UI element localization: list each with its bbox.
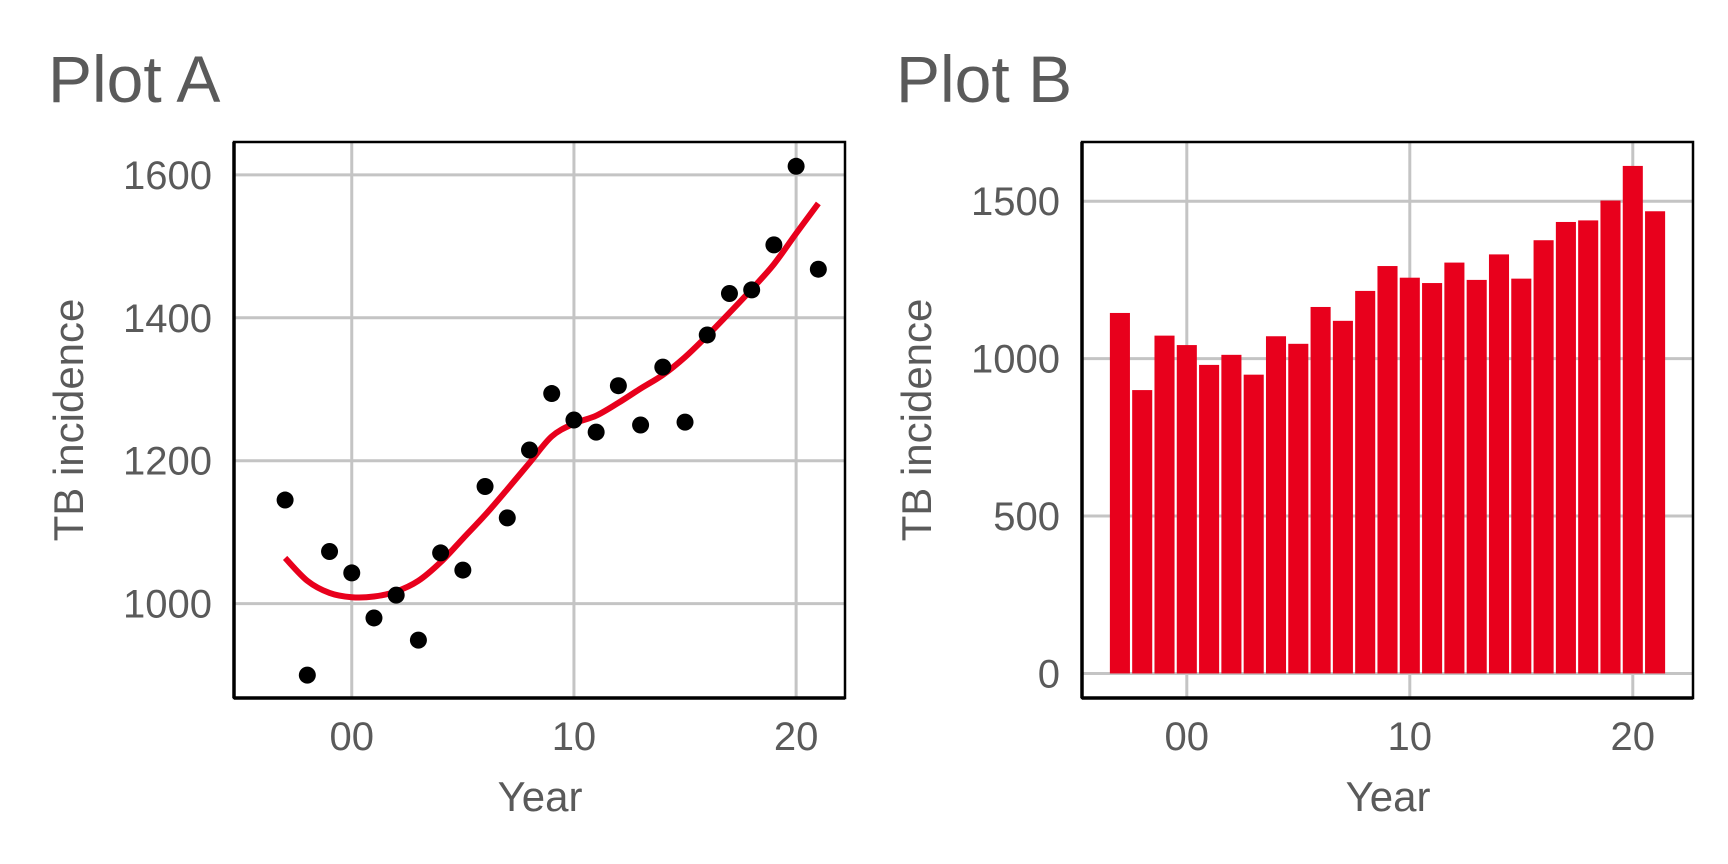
bar [1578,220,1599,674]
bar [1355,290,1376,674]
bar [1332,320,1353,674]
plot-b-bars [1109,165,1666,674]
data-point [321,542,339,560]
bar [1176,345,1197,674]
data-point [276,491,294,509]
bar [1310,306,1331,674]
bar [1221,354,1242,674]
bar [1645,211,1666,674]
data-point [587,423,605,441]
x-tick-label: 20 [1611,715,1656,759]
data-point [543,385,561,403]
plot-b: Plot B 0 500 1000 1500 00 10 20 Year TB incid… [893,42,1695,820]
data-point [387,586,405,604]
plot-a-frame [232,140,847,700]
y-tick-label: 1500 [971,180,1060,224]
data-point [676,413,694,431]
plot-a-y-label: TB incidence [45,299,92,542]
x-tick-label: 00 [1165,715,1210,759]
bar [1622,165,1643,674]
plot-b-x-label: Year [1346,773,1431,820]
plot-b-y-label: TB incidence [893,299,940,542]
plot-a: Plot A 1000 1200 1400 1600 00 10 20 Year TB i… [45,42,847,820]
y-tick-label: 1000 [123,583,212,627]
x-tick-label: 00 [330,715,375,759]
data-point [454,561,472,579]
data-point [409,631,427,649]
plot-a-smooth-line [282,201,821,601]
data-point [809,260,827,278]
bar [1132,390,1153,674]
bar [1466,279,1487,674]
y-tick-label: 500 [993,495,1060,539]
data-point [698,326,716,344]
data-point [298,666,316,684]
x-tick-label: 20 [774,715,819,759]
plot-a-y-ticks: 1000 1200 1400 1600 [123,154,212,627]
bar [1288,343,1309,674]
data-point [498,509,516,527]
data-point [609,377,627,395]
x-tick-label: 10 [552,715,597,759]
bar [1511,278,1532,674]
data-point [787,157,805,175]
data-point [720,285,738,303]
bar [1109,312,1130,674]
plot-b-y-ticks: 0 500 1000 1500 [971,180,1060,696]
data-point [476,477,494,495]
data-point [654,358,672,376]
bar [1533,240,1554,674]
data-point [365,609,383,627]
y-tick-label: 1000 [971,338,1060,382]
bar [1444,262,1465,674]
bar [1377,266,1398,674]
plot-a-grid [234,142,845,698]
data-point [432,544,450,562]
bar [1488,254,1510,674]
plot-b-x-ticks: 00 10 20 [1165,715,1655,759]
plot-a-title: Plot A [48,42,220,116]
bar [1265,336,1287,674]
y-tick-label: 0 [1038,652,1060,696]
bar [1600,200,1621,674]
data-point [743,281,761,299]
data-point [343,564,361,582]
bar [1555,221,1576,674]
bar [1199,364,1220,674]
bar [1243,374,1264,674]
y-tick-label: 1200 [123,440,212,484]
plot-a-points [276,157,827,684]
y-tick-label: 1400 [123,297,212,341]
y-tick-label: 1600 [123,154,212,198]
data-point [521,441,539,459]
data-point [765,236,783,254]
plot-a-x-ticks: 00 10 20 [330,715,819,759]
plot-b-title: Plot B [896,42,1072,116]
bar [1422,283,1443,674]
bar [1154,335,1175,674]
bar [1399,277,1420,674]
data-point [565,411,583,429]
x-tick-label: 10 [1388,715,1433,759]
data-point [632,416,650,434]
plot-a-x-label: Year [498,773,583,820]
